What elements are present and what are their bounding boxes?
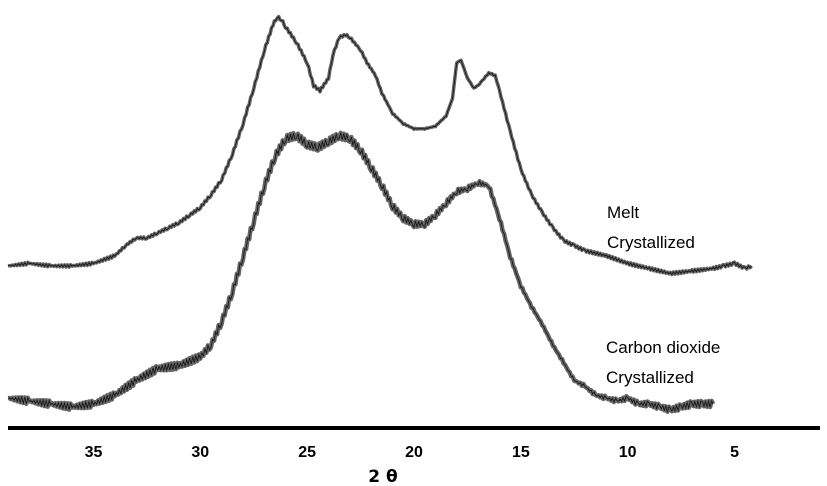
x-tick-label: 35 [85, 444, 103, 461]
series-line [7, 15, 752, 276]
series-line [7, 132, 714, 414]
tick-labels: 35 30 25 20 15 10 5 [85, 444, 739, 461]
x-tick-label: 15 [512, 444, 530, 461]
x-tick-label: 10 [619, 444, 637, 461]
series-label-co2-line1: Carbon dioxide [606, 338, 720, 357]
x-tick-label: 30 [191, 444, 209, 461]
x-tick-label: 5 [730, 444, 739, 461]
series-label-melt-line1: Melt [607, 203, 639, 222]
series-label-co2-line2: Crystallized [606, 368, 694, 387]
series-label-melt-line2: Crystallized [607, 233, 695, 252]
x-tick-label: 20 [405, 444, 423, 461]
series-layer [7, 14, 753, 414]
x-tick-label: 25 [298, 444, 316, 461]
x-axis-title: 2 θ [368, 467, 397, 486]
